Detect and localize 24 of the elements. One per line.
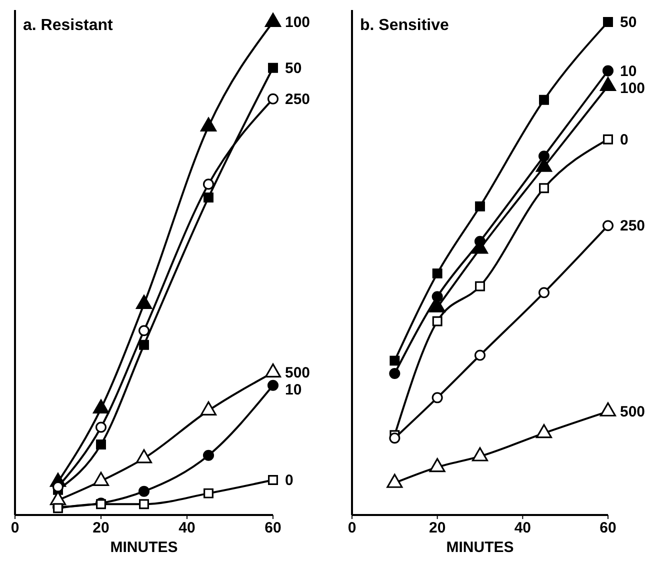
x-tick-label: 0 bbox=[348, 520, 356, 537]
series-label: 0 bbox=[285, 472, 294, 489]
series-label: 500 bbox=[620, 403, 646, 420]
series-label: 500 bbox=[285, 364, 310, 382]
x-tick-label: 20 bbox=[428, 520, 446, 537]
series-label: 50 bbox=[285, 60, 302, 77]
x-tick-label: 60 bbox=[264, 520, 282, 537]
x-axis-title: MINUTES bbox=[446, 539, 514, 556]
x-tick-label: 20 bbox=[92, 520, 110, 537]
x-tick-label: 40 bbox=[514, 520, 532, 537]
x-axis-title: MINUTES bbox=[110, 539, 178, 556]
series-label: 10 bbox=[285, 382, 302, 399]
series-label: 100 bbox=[620, 80, 646, 97]
series-label: 0 bbox=[620, 131, 628, 148]
x-tick-label: 60 bbox=[600, 520, 616, 537]
x-tick-label: 0 bbox=[10, 520, 20, 537]
x-tick-label: 40 bbox=[178, 520, 196, 537]
series-label: 250 bbox=[620, 218, 646, 235]
series-label: 250 bbox=[285, 90, 310, 108]
series-label: 50 bbox=[620, 14, 637, 31]
chart-title: b. Sensitive bbox=[360, 17, 450, 34]
chart-title: a. Resistant bbox=[23, 17, 114, 34]
series-label: 100 bbox=[285, 14, 310, 31]
series-label: 10 bbox=[620, 62, 637, 80]
